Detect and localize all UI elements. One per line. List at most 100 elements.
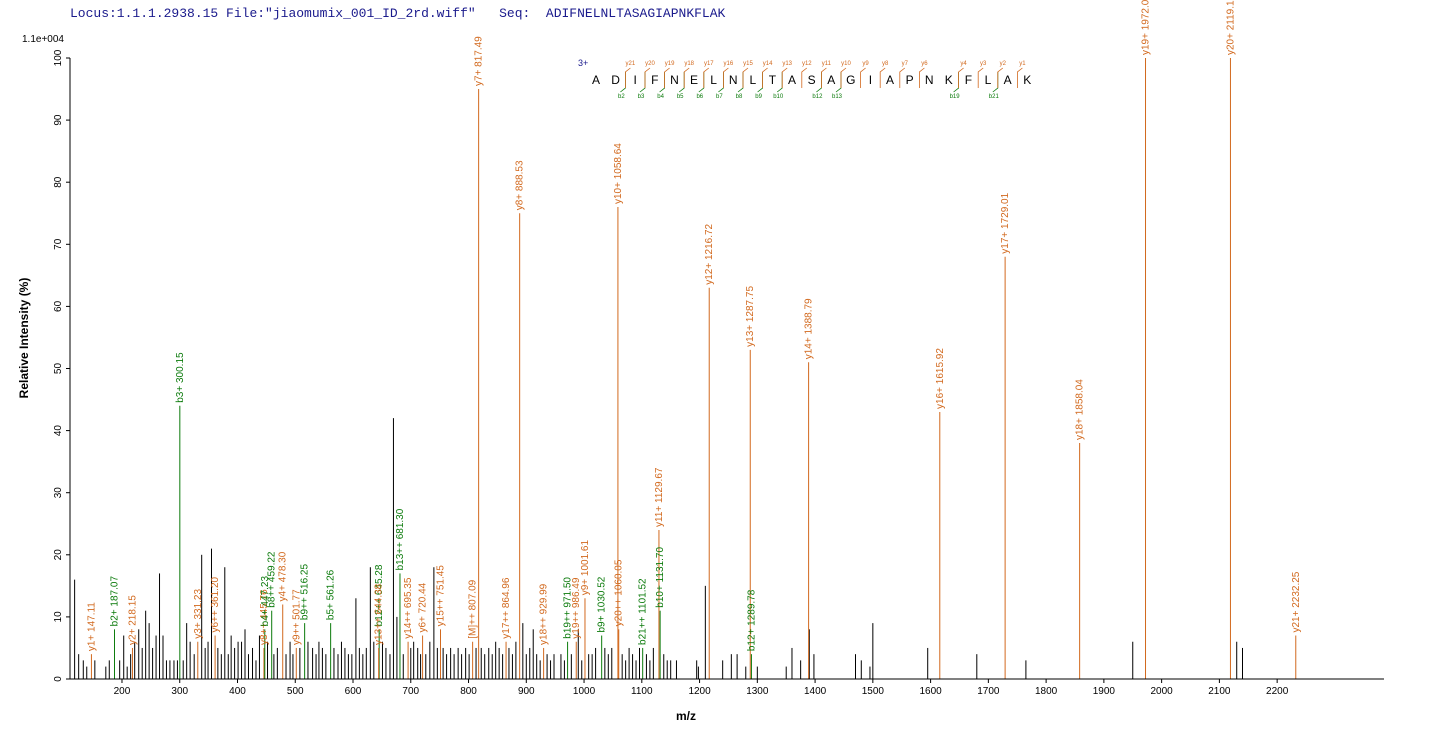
y-fragment-mark [958, 67, 964, 88]
y-ion-label: y1+ 147.11 [86, 602, 97, 651]
x-tick-label: 900 [518, 686, 535, 697]
b-ion-label: b3+ 300.15 [175, 352, 186, 403]
y-tick-label: 20 [53, 549, 64, 561]
b-fragment-mark [835, 72, 842, 93]
b-ion-label: b9++ 516.25 [300, 564, 311, 621]
sequence-residue: N [925, 73, 934, 87]
b-ion-label: b4+ 447.23 [260, 576, 271, 627]
y-tick-label: 90 [53, 114, 64, 126]
b-fragment-label: b7 [716, 94, 723, 100]
y-ion-label: y11+ 1129.67 [654, 467, 665, 527]
sequence-residue: A [886, 73, 894, 87]
axes-layer: 1.1e+004 m/z Relative Intensity (%) 200 3… [17, 34, 1384, 723]
y-fragment-label: y12 [802, 61, 812, 67]
b-fragment-mark [698, 72, 705, 93]
sequence-residue: I [634, 73, 637, 87]
y-ion-label: y8++ 445.76 [259, 589, 270, 645]
y-fragment-mark [683, 67, 690, 88]
sequence-residue: A [592, 73, 600, 87]
sequence-residue: P [906, 73, 914, 87]
sequence-residue: E [690, 73, 698, 87]
b-ion-label: b12++ 645.28 [374, 564, 385, 626]
y-fragment-label: y20 [645, 61, 655, 67]
y-ion-label: y14++ 695.35 [403, 577, 414, 639]
y-tick-label: 50 [53, 363, 64, 375]
y-tick-label: 100 [53, 49, 64, 66]
b-fragment-mark [992, 72, 999, 93]
sequence-residue: A [827, 73, 835, 87]
y-fragment-label: y7 [902, 61, 909, 67]
x-tick-label: 1700 [977, 686, 1000, 697]
y-fragment-mark [762, 67, 768, 88]
y-fragment-mark [977, 67, 984, 88]
y-fragment-label: y10 [841, 61, 851, 67]
y-fragment-label: y21 [626, 61, 636, 67]
sequence-residue: N [729, 73, 738, 87]
y-ion-label: y3+ 331.23 [193, 589, 204, 639]
y-ion-label: y6++ 361.20 [210, 576, 221, 632]
y-fragment-label: y19 [665, 61, 675, 67]
sequence-residue: I [869, 73, 872, 87]
x-tick-label: 1300 [746, 686, 769, 697]
y-ion-label: y21+ 2232.25 [1291, 571, 1302, 632]
b-fragment-label: b10 [773, 94, 784, 100]
b-fragment-label: b8 [736, 94, 743, 100]
sequence-residue: A [1004, 73, 1012, 87]
y-fragment-label: y17 [704, 61, 714, 67]
b-ion-label: b2+ 187.07 [110, 576, 121, 627]
x-tick-label: 1000 [573, 686, 596, 697]
sequence-annotation: 3+ A D I F N E L N L T A S A G I A P N K F L A Kb2 b3 b4 b5 b6 b7 b8… [578, 58, 1031, 100]
y-tick-label: 70 [53, 238, 64, 250]
y-fragment-label: y9 [862, 61, 869, 67]
b-fragment-label: b2 [618, 94, 625, 100]
y-fragment-mark [723, 67, 729, 88]
x-axis-title: m/z [676, 709, 696, 723]
x-tick-label: 2000 [1151, 686, 1174, 697]
b-fragment-mark [816, 72, 822, 93]
y-fragment-mark [919, 67, 925, 88]
y-ion-label: y13++ 644.38 [374, 583, 385, 645]
y-tick-label: 80 [53, 176, 64, 188]
b-ion-label: b9+ 1030.52 [597, 576, 608, 632]
sequence-residue: D [611, 73, 620, 87]
peaks-layer [74, 58, 1297, 679]
y-ion-label: y7+ 817.49 [474, 36, 485, 86]
y-ion-label: y17+ 1729.01 [1000, 192, 1011, 253]
b-fragment-label: b21 [989, 94, 1000, 100]
y-fragment-mark [703, 67, 710, 88]
precursor-charge-label: 3+ [578, 58, 588, 68]
y-fragment-mark [801, 67, 808, 88]
b-ion-label: b12+ 1289.78 [746, 589, 757, 651]
y-ion-label: y18+ 1858.04 [1075, 379, 1086, 440]
sequence-residue: N [670, 73, 679, 87]
y-fragment-label: y4 [960, 61, 967, 67]
y-ion-label: y19+ 1972.09 [1141, 0, 1152, 55]
b-fragment-mark [678, 72, 685, 93]
b-fragment-mark [953, 72, 959, 93]
y-fragment-label: y2 [1000, 61, 1007, 67]
x-tick-label: 600 [345, 686, 362, 697]
y-tick-label: 60 [53, 300, 64, 312]
x-tick-label: 1900 [1093, 686, 1116, 697]
sequence-residue: S [808, 73, 816, 87]
y-fragment-label: y18 [684, 61, 694, 67]
b-fragment-mark [757, 72, 763, 93]
b-ion-label: b10+ 1131.70 [655, 547, 666, 608]
y-fragment-mark [860, 67, 866, 88]
y-fragment-mark [781, 67, 788, 88]
y-tick-label: 0 [53, 676, 64, 682]
y-ion-label: y14+ 1388.79 [804, 298, 815, 359]
b-fragment-mark [737, 72, 744, 93]
y-fragment-mark [997, 67, 1004, 88]
y-fragment-label: y3 [980, 61, 987, 67]
y-fragment-label: y11 [822, 61, 832, 67]
b-fragment-mark [659, 72, 665, 93]
y-ion-label: y10+ 1058.64 [613, 143, 624, 204]
x-tick-label: 2200 [1266, 686, 1289, 697]
sequence-residue: T [769, 73, 777, 87]
x-tick-label: 700 [402, 686, 419, 697]
y-ion-label: y8+ 888.53 [515, 160, 526, 210]
b-fragment-label: b4 [657, 94, 664, 100]
x-tick-label: 1500 [862, 686, 885, 697]
x-tick-label: 200 [114, 686, 131, 697]
